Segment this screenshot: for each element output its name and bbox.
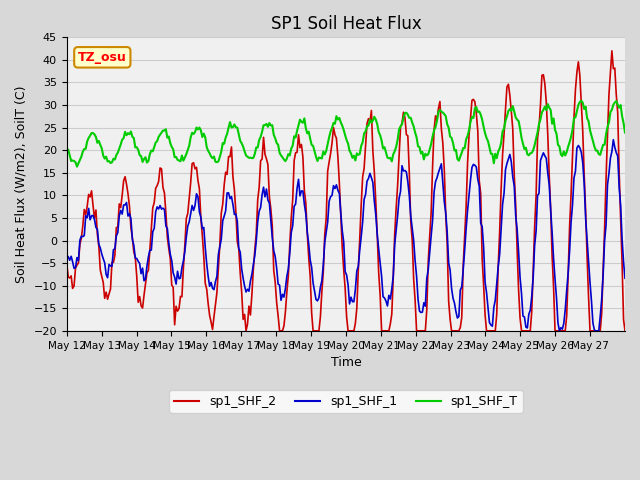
- Legend: sp1_SHF_2, sp1_SHF_1, sp1_SHF_T: sp1_SHF_2, sp1_SHF_1, sp1_SHF_T: [169, 390, 523, 413]
- sp1_SHF_1: [620, 259, 627, 265]
- sp1_SHF_1: [99, 256, 107, 262]
- sp1_SHF_1: [544, 170, 552, 176]
- sp1_SHF_2: [242, 328, 250, 334]
- sp1_SHF_T: [621, 130, 629, 135]
- sp1_SHF_T: [63, 149, 70, 155]
- sp1_SHF_1: [609, 137, 617, 143]
- sp1_SHF_T: [545, 105, 553, 110]
- sp1_SHF_1: [350, 299, 358, 305]
- sp1_SHF_2: [351, 321, 359, 326]
- sp1_SHF_T: [577, 98, 585, 104]
- Title: SP1 Soil Heat Flux: SP1 Soil Heat Flux: [271, 15, 421, 33]
- sp1_SHF_T: [462, 136, 470, 142]
- Line: sp1_SHF_1: sp1_SHF_1: [67, 140, 625, 331]
- sp1_SHF_T: [73, 164, 81, 169]
- sp1_SHF_2: [545, 172, 553, 178]
- sp1_SHF_T: [351, 157, 359, 163]
- sp1_SHF_T: [620, 120, 627, 126]
- sp1_SHF_2: [620, 316, 627, 322]
- sp1_SHF_2: [621, 328, 629, 334]
- Line: sp1_SHF_T: sp1_SHF_T: [67, 101, 625, 167]
- sp1_SHF_1: [621, 276, 629, 281]
- sp1_SHF_1: [556, 328, 563, 334]
- Text: TZ_osu: TZ_osu: [78, 51, 127, 64]
- sp1_SHF_T: [83, 139, 91, 144]
- sp1_SHF_1: [82, 213, 90, 219]
- sp1_SHF_1: [63, 252, 70, 258]
- X-axis label: Time: Time: [330, 356, 361, 369]
- sp1_SHF_2: [608, 48, 616, 54]
- Y-axis label: Soil Heat Flux (W/m2), SoilT (C): Soil Heat Flux (W/m2), SoilT (C): [15, 85, 28, 283]
- sp1_SHF_2: [462, 204, 470, 209]
- sp1_SHF_2: [82, 212, 90, 217]
- Line: sp1_SHF_2: sp1_SHF_2: [67, 51, 625, 331]
- sp1_SHF_2: [63, 261, 70, 266]
- sp1_SHF_2: [99, 279, 107, 285]
- sp1_SHF_T: [101, 156, 109, 161]
- sp1_SHF_1: [461, 247, 468, 253]
